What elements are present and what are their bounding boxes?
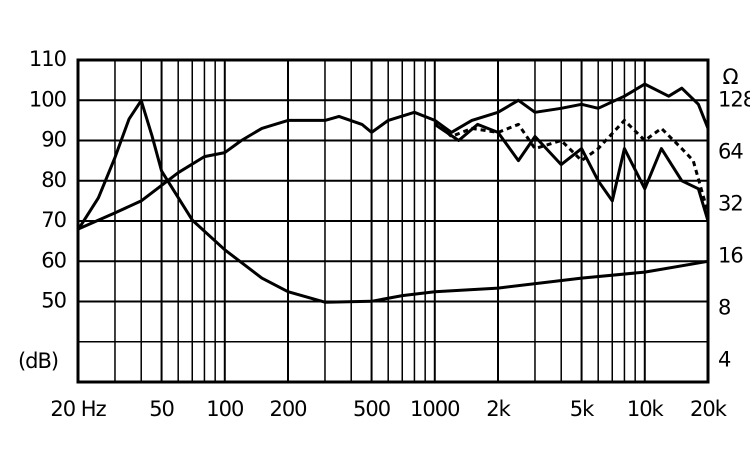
y2-axis-label: Ω bbox=[722, 65, 738, 89]
y-tick-label: 90 bbox=[41, 128, 66, 152]
series-line bbox=[76, 99, 709, 304]
x-tick-label: 1000 bbox=[410, 397, 459, 421]
y-tick-label: 50 bbox=[41, 289, 66, 313]
y2-tick-label: 128 bbox=[718, 88, 750, 112]
y2-tick-label: 8 bbox=[718, 295, 730, 319]
y-axis-label: (dB) bbox=[18, 349, 58, 373]
x-tick-label: 50 bbox=[149, 397, 174, 421]
y-tick-label: 60 bbox=[41, 248, 66, 272]
x-tick-label: 2k bbox=[486, 397, 511, 421]
x-tick-label: 500 bbox=[353, 397, 390, 421]
x-tick-label: 5k bbox=[570, 397, 595, 421]
x-tick-label: 200 bbox=[269, 397, 306, 421]
y-tick-label: 80 bbox=[41, 168, 66, 192]
series-line bbox=[433, 118, 710, 214]
y-tick-label: 70 bbox=[41, 208, 66, 232]
x-tick-label: 20 Hz bbox=[50, 397, 106, 421]
y-tick-label: 110 bbox=[29, 47, 66, 71]
y2-tick-label: 4 bbox=[718, 347, 731, 371]
x-tick-label: 10k bbox=[627, 397, 665, 421]
x-tick-label: 100 bbox=[206, 397, 243, 421]
y2-tick-label: 32 bbox=[718, 192, 743, 216]
x-tick-label: 20k bbox=[690, 397, 728, 421]
series-line bbox=[77, 82, 710, 231]
y-tick-label: 100 bbox=[29, 87, 66, 111]
series-line bbox=[433, 122, 710, 222]
y2-tick-label: 16 bbox=[718, 244, 743, 268]
y2-tick-label: 64 bbox=[718, 140, 743, 164]
